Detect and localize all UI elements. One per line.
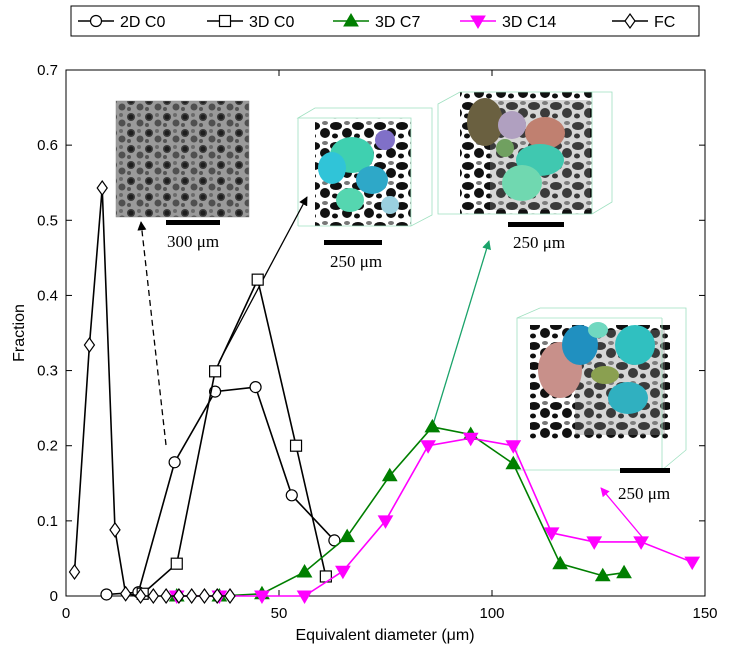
y-tick-label: 0.7 [37, 62, 58, 79]
data-point-fc [109, 521, 121, 538]
data-point-3d-c0 [289, 439, 303, 452]
c7-arrow [431, 240, 491, 429]
data-point-3d-c14 [335, 565, 351, 580]
x-tick-label: 50 [271, 605, 288, 622]
sem-arrow [137, 221, 167, 446]
sem-inset-image [115, 100, 250, 225]
legend-label-fc: FC [654, 14, 675, 31]
legend-label-3d-c14: 3D C14 [502, 14, 556, 31]
legend-item-2d-c0: 2D C0 [78, 14, 165, 31]
series-3d-c7 [168, 418, 632, 602]
data-point-2d-c0 [285, 489, 298, 502]
legend-item-3d-c7: 3D C7 [333, 13, 420, 31]
legend-item-fc: FC [612, 12, 675, 31]
data-point-fc [119, 585, 132, 602]
data-point-fc [173, 587, 185, 605]
data-point-3d-c7 [616, 564, 632, 579]
data-point-fc [83, 336, 96, 354]
x-tick-label: 150 [692, 605, 717, 622]
series-line-2d-c0 [106, 386, 335, 596]
y-tick-label: 0.3 [37, 363, 58, 380]
data-point-3d-c0 [170, 557, 183, 570]
legend-label-2d-c0: 2D C0 [120, 14, 165, 31]
data-point-3d-c7 [339, 528, 356, 543]
y-tick-label: 0.1 [37, 513, 58, 530]
x-axis-label: Equivalent diameter (μm) [295, 627, 474, 644]
series-line-3d-c14 [176, 437, 693, 597]
legend-box [70, 5, 700, 37]
data-point-3d-c14 [505, 440, 522, 454]
data-point-3d-c7 [381, 467, 398, 482]
data-point-3d-c7 [552, 555, 569, 570]
data-point-3d-c14 [377, 515, 394, 529]
series-3d-c0 [136, 273, 332, 600]
series-3d-c14 [168, 432, 701, 604]
data-point-3d-c7 [505, 455, 522, 470]
data-point-fc [198, 587, 211, 605]
series-fc [68, 179, 236, 605]
data-point-3d-c14 [684, 556, 701, 571]
series-line-3d-c7 [176, 426, 625, 597]
data-point-fc [134, 587, 147, 605]
legend-marker-2d-c0 [89, 14, 103, 28]
data-point-2d-c0 [168, 456, 181, 469]
axes-ticks: 0 50 100 150 0 0.1 0.2 0.3 0.4 0.5 0.6 0.7 [37, 62, 717, 622]
data-point-2d-c0 [328, 534, 341, 547]
data-point-3d-c0 [251, 273, 264, 286]
data-point-fc [96, 179, 108, 197]
data-point-fc [147, 587, 160, 605]
legend-label-3d-c7: 3D C7 [375, 14, 420, 31]
x-tick-label: 100 [479, 605, 504, 622]
data-point-fc [68, 563, 81, 580]
c7-inset-image [437, 91, 613, 227]
y-tick-label: 0 [50, 588, 58, 605]
data-point-2d-c0 [100, 588, 113, 601]
y-tick-label: 0.6 [37, 137, 58, 154]
c0-scale-label: 250 μm [330, 252, 382, 271]
c7-scale-label: 250 μm [513, 233, 565, 252]
data-point-3d-c14 [633, 536, 649, 550]
y-tick-label: 0.4 [37, 287, 58, 304]
c14-inset-image [516, 307, 687, 473]
series-line-3d-c0 [142, 277, 327, 595]
data-point-3d-c14 [296, 590, 313, 604]
legend-marker-3d-c14 [470, 15, 486, 29]
legend-marker-3d-c0 [218, 14, 232, 28]
c14-arrow [600, 487, 644, 539]
data-point-fc [160, 587, 172, 605]
legend-marker-fc [624, 12, 636, 30]
data-point-3d-c7 [424, 418, 441, 433]
data-point-2d-c0 [249, 381, 262, 394]
series-layer [68, 179, 701, 605]
sem-scale-label: 300 μm [167, 232, 219, 251]
legend-label-3d-c0: 3D C0 [249, 14, 294, 31]
data-point-3d-c14 [420, 440, 436, 454]
plot-area [65, 69, 706, 597]
data-point-fc [224, 587, 236, 605]
y-axis-label: Fraction [11, 304, 28, 362]
c0-inset-image [296, 107, 433, 245]
data-point-fc [211, 587, 223, 605]
y-tick-label: 0.5 [37, 212, 58, 229]
legend-marker-3d-c7 [343, 13, 359, 27]
data-point-3d-c14 [543, 527, 560, 541]
legend: 2D C0 3D C0 3D C7 3D C14 FC [70, 5, 700, 37]
data-point-3d-c14 [462, 432, 479, 447]
data-point-3d-c14 [254, 590, 270, 604]
data-point-3d-c0 [209, 365, 222, 378]
x-tick-label: 0 [62, 605, 70, 622]
legend-item-3d-c0: 3D C0 [207, 14, 294, 31]
data-point-3d-c7 [296, 563, 313, 578]
c14-scale-label: 250 μm [618, 484, 670, 503]
data-point-fc [185, 587, 198, 605]
legend-item-3d-c14: 3D C14 [460, 14, 556, 31]
data-point-3d-c14 [586, 536, 603, 550]
data-point-3d-c7 [594, 567, 611, 582]
y-tick-label: 0.2 [37, 438, 58, 455]
